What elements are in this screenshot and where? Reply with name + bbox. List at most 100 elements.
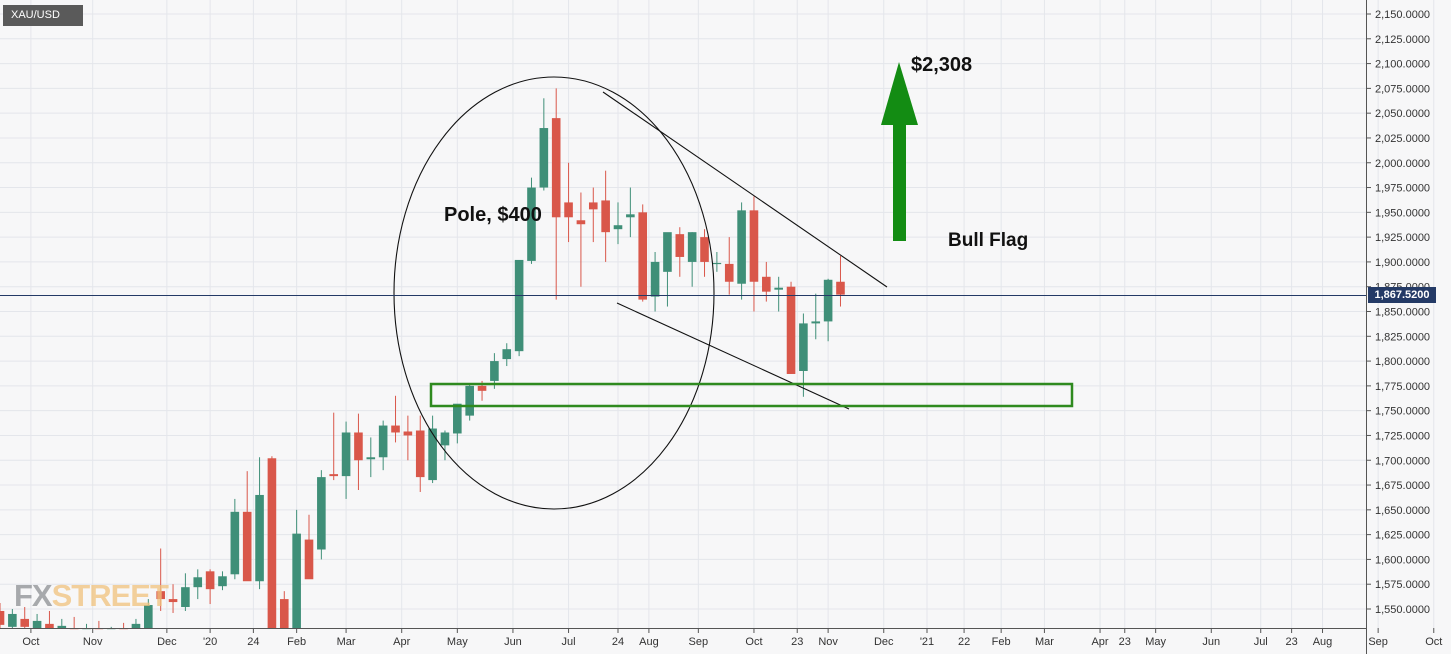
x-tick-label: Jun: [1202, 636, 1220, 648]
candle: [576, 192, 586, 287]
candle-body: [415, 430, 425, 478]
candle-body: [712, 262, 722, 265]
candle: [514, 259, 524, 357]
candle-body: [279, 599, 289, 628]
y-tick-label: 2,125.0000: [1375, 34, 1430, 46]
candle-body: [131, 623, 141, 628]
x-tick-label: Aug: [639, 636, 659, 648]
candle-body: [428, 428, 437, 481]
candle-body: [218, 576, 227, 587]
candle: [8, 609, 17, 628]
candle-body: [391, 425, 400, 433]
candle: [366, 437, 376, 478]
y-tick-label: 1,675.0000: [1375, 480, 1430, 492]
x-tick-label: Feb: [287, 636, 306, 648]
x-tick-label: Jun: [504, 636, 522, 648]
x-tick-label: Mar: [337, 636, 356, 648]
x-tick-label: Oct: [22, 636, 39, 648]
candle: [267, 456, 277, 628]
candle: [378, 420, 388, 471]
candle: [205, 569, 215, 605]
candle: [724, 237, 734, 295]
x-axis-ticks: '19OctNovDec'2024FebMarAprMayJunJul24Aug…: [22, 628, 1442, 648]
candle-body: [156, 591, 165, 600]
candle-body: [32, 620, 42, 628]
y-tick-label: 1,550.0000: [1375, 604, 1430, 616]
x-tick-label: '20: [203, 636, 217, 648]
candle-body: [564, 202, 573, 218]
candle: [737, 202, 746, 300]
candle: [811, 293, 821, 340]
candle-body: [181, 587, 190, 608]
y-tick-label: 2,025.0000: [1375, 133, 1430, 145]
candle-body: [230, 511, 240, 575]
candle: [20, 607, 30, 628]
candle-body: [675, 234, 685, 257]
candle: [440, 430, 450, 461]
candle: [255, 457, 264, 590]
candle: [131, 618, 141, 628]
candle-body: [440, 432, 450, 446]
current-price-badge: 1,867.5200: [1368, 287, 1436, 303]
x-tick-label: Apr: [1091, 636, 1108, 648]
candle: [823, 278, 833, 342]
x-tick-label: 24: [247, 636, 259, 648]
flag-upper-trendline: [602, 91, 888, 288]
candle: [292, 509, 301, 628]
candle-body: [687, 232, 697, 262]
x-tick-label: Mar: [1035, 636, 1054, 648]
candle-body: [45, 623, 54, 628]
candle: [712, 252, 722, 272]
candle: [539, 98, 549, 191]
fxstreet-watermark: FXSTREET: [14, 578, 169, 614]
candle: [181, 573, 190, 611]
y-tick-label: 1,700.0000: [1375, 455, 1430, 467]
candle: [564, 162, 573, 243]
candle: [836, 255, 845, 307]
candle: [588, 187, 598, 243]
candle-body: [762, 276, 771, 292]
candle-body: [638, 212, 648, 300]
candle-body: [465, 385, 474, 416]
candle-body: [193, 577, 203, 588]
candle: [687, 232, 697, 287]
candle-body: [20, 618, 30, 627]
y-tick-label: 1,825.0000: [1375, 331, 1430, 343]
candle-body: [242, 511, 252, 582]
candle-body: [8, 613, 17, 627]
candle: [601, 170, 610, 262]
candle: [193, 569, 203, 600]
candle-body: [737, 210, 746, 284]
x-tick-label: May: [447, 636, 468, 648]
y-tick-label: 1,725.0000: [1375, 430, 1430, 442]
y-tick-label: 1,850.0000: [1375, 307, 1430, 319]
x-tick-label: Sep: [689, 636, 709, 648]
candle-body: [0, 610, 5, 625]
candle: [551, 88, 561, 300]
candle-body: [255, 494, 264, 582]
candle: [317, 470, 326, 560]
candle-body: [786, 286, 796, 374]
candle: [502, 343, 512, 367]
watermark-part1: FX: [14, 578, 53, 613]
candle: [242, 471, 252, 582]
candle: [168, 584, 178, 613]
candle-body: [539, 128, 549, 188]
plot-background: [0, 0, 1366, 628]
candle-body: [329, 474, 339, 477]
x-tick-label: Oct: [1425, 636, 1442, 648]
candle: [762, 261, 771, 302]
candle: [415, 415, 425, 492]
candle-body: [341, 432, 351, 477]
candle: [749, 196, 759, 312]
target-arrow: [881, 62, 918, 241]
candle-body: [613, 225, 623, 230]
y-axis-ticks: 2,150.0000 2,125.0000 2,100.0000 2,075.0000…: [1366, 9, 1430, 616]
candle: [329, 412, 339, 481]
candle-body: [650, 261, 660, 297]
candle-body: [836, 281, 845, 295]
candle: [786, 281, 796, 374]
candle-body: [453, 403, 462, 434]
